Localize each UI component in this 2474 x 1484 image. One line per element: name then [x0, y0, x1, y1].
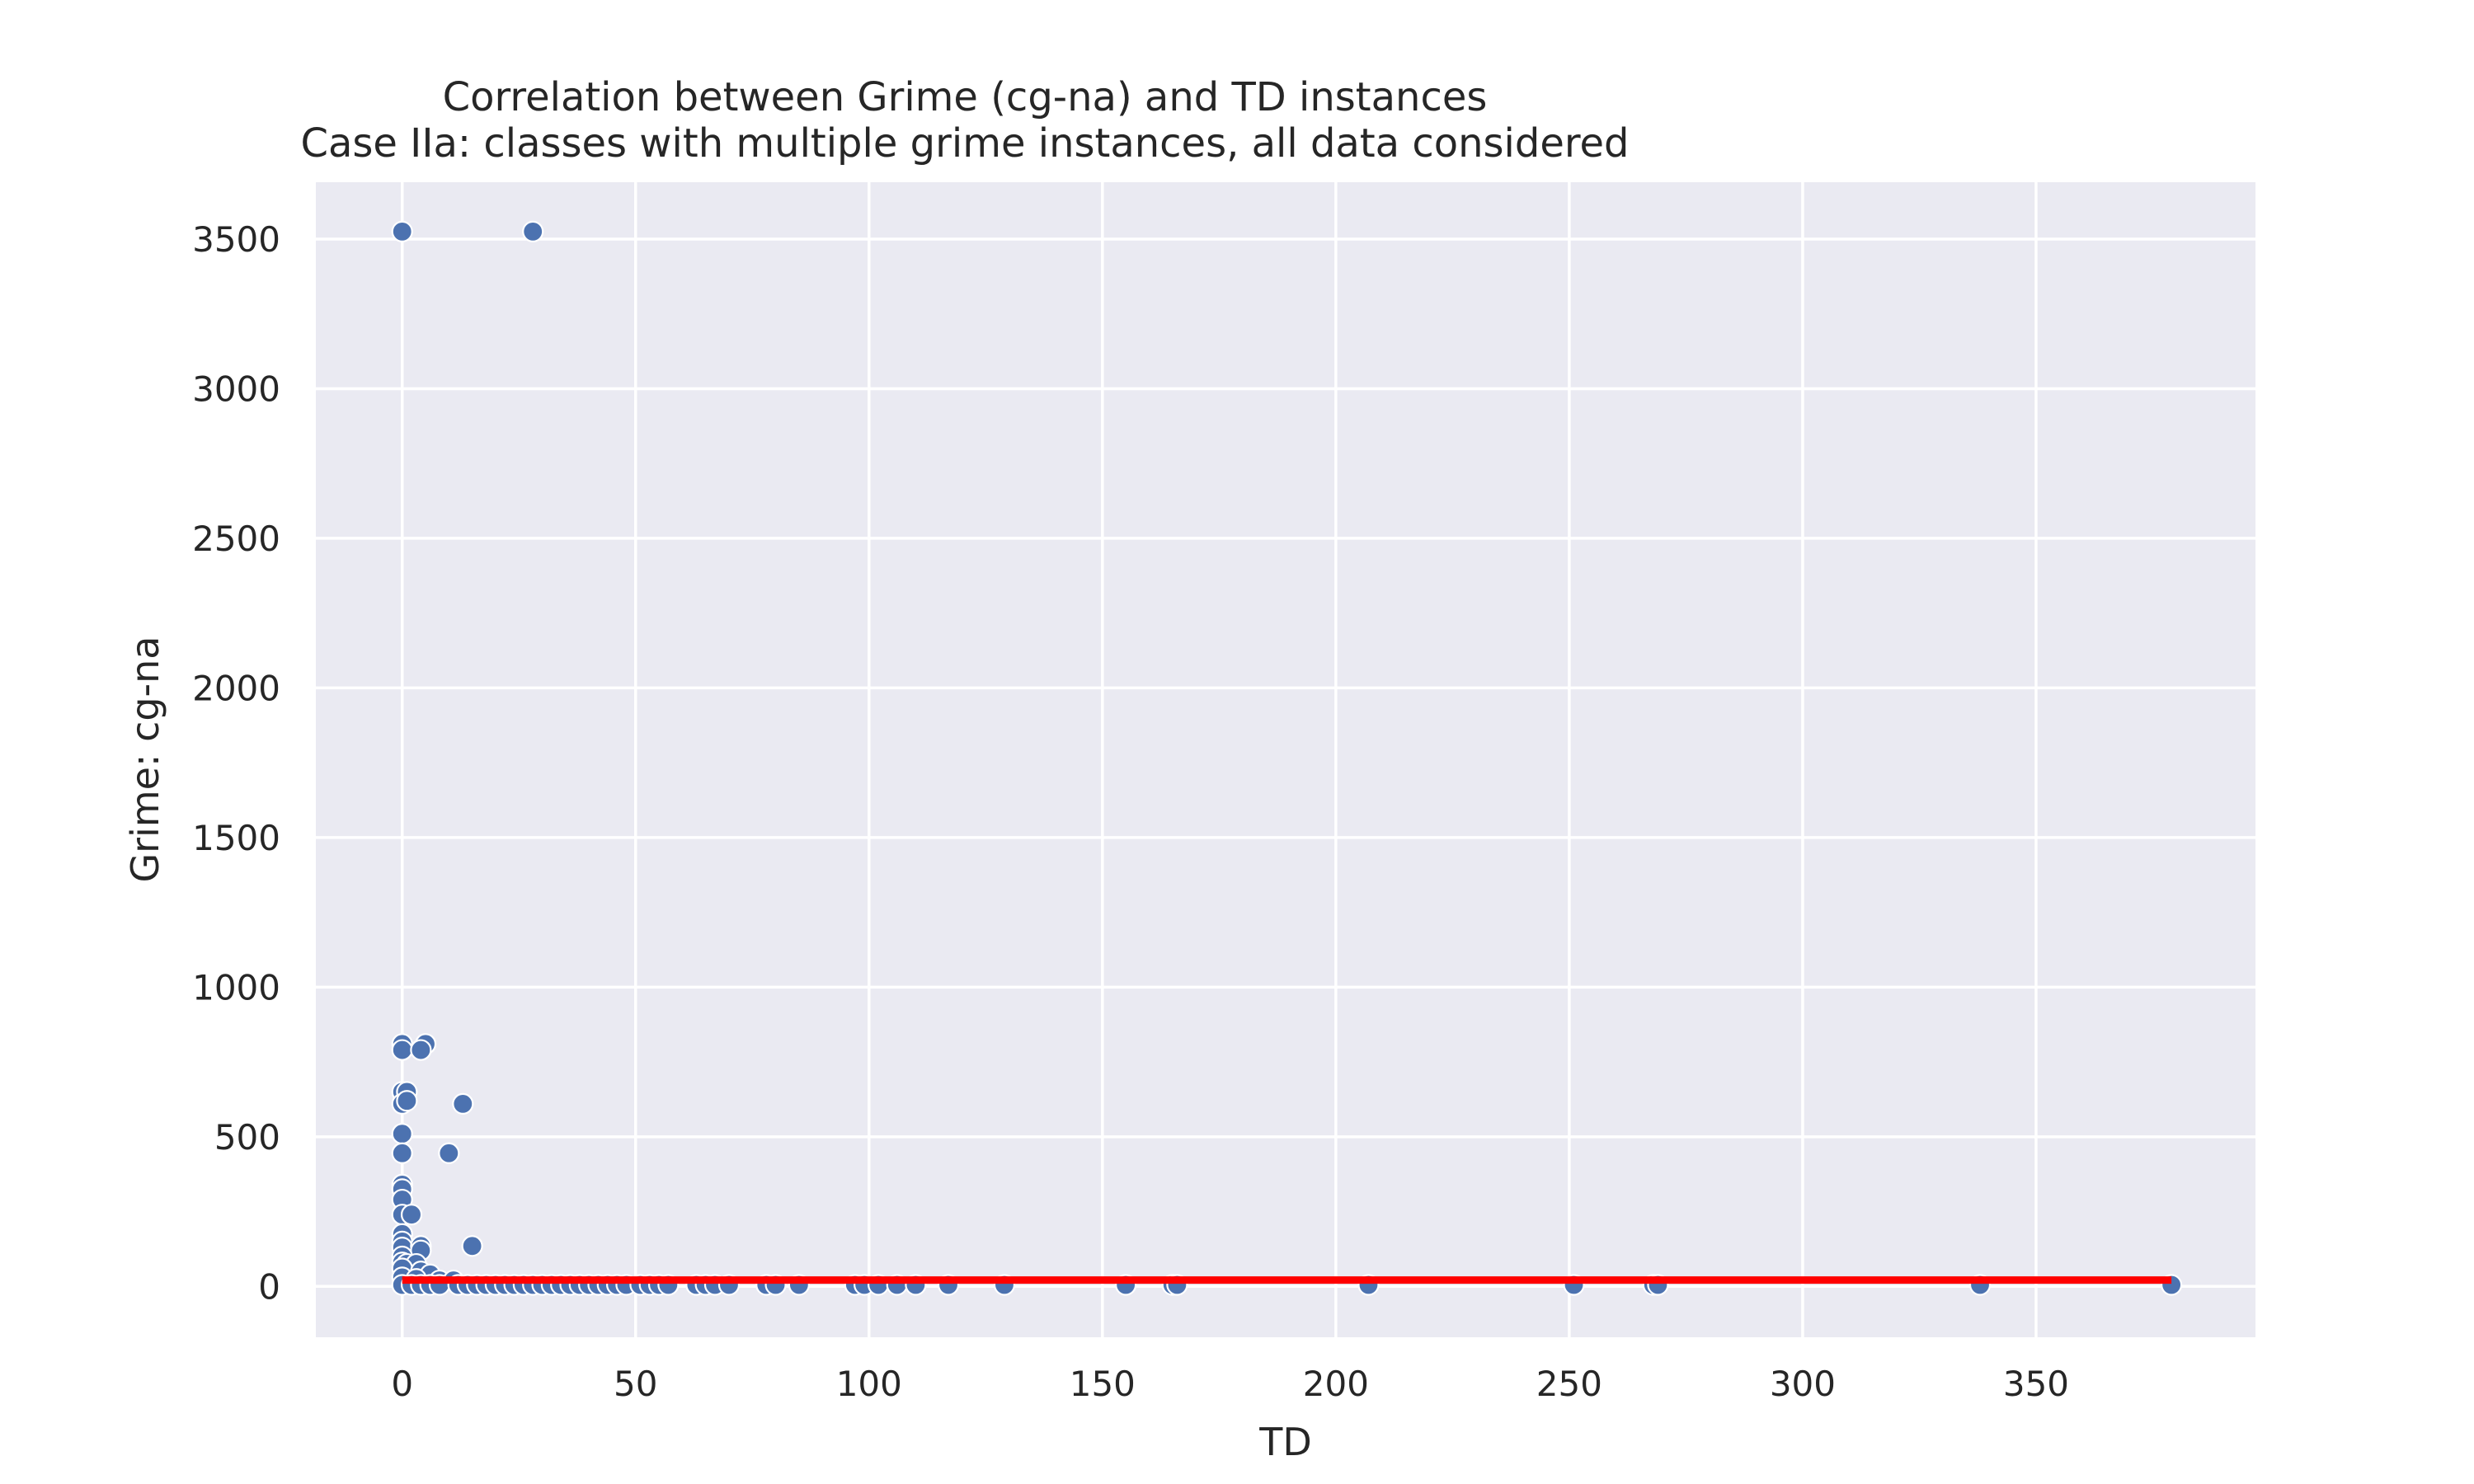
scatter-point [400, 1204, 423, 1226]
x-tick-label: 250 [1536, 1364, 1602, 1404]
x-axis-label: TD [1258, 1420, 1312, 1464]
chart-subtitle: Case IIa: classes with multiple grime in… [300, 120, 1629, 167]
x-tick-label: 0 [391, 1364, 413, 1404]
scatter-point [391, 1123, 413, 1145]
y-axis-label: Grime: cg-na [123, 636, 167, 883]
y-tick-label: 3500 [192, 219, 280, 260]
y-tick-label: 2000 [192, 668, 280, 708]
y-tick-labels: 0 500 1000 1500 2000 2500 3000 3500 [192, 219, 280, 1307]
x-tick-label: 300 [1770, 1364, 1836, 1404]
chart-title: Correlation between Grime (cg-na) and TD… [443, 74, 1488, 120]
y-tick-label: 3000 [192, 369, 280, 409]
x-tick-label: 350 [2003, 1364, 2069, 1404]
scatter-point [522, 220, 544, 242]
x-tick-label: 150 [1070, 1364, 1136, 1404]
y-tick-label: 2500 [192, 519, 280, 559]
x-tick-label: 50 [614, 1364, 657, 1404]
y-tick-label: 500 [214, 1117, 280, 1158]
scatter-point [410, 1039, 432, 1061]
scatter-point [438, 1142, 460, 1164]
scatter-point [452, 1092, 474, 1115]
scatter-point [391, 1142, 413, 1164]
x-tick-labels: 0 50 100 150 200 250 300 350 [391, 1364, 2069, 1404]
plot-area [316, 182, 2255, 1337]
scatter-point [396, 1090, 418, 1112]
y-tick-label: 1000 [192, 967, 280, 1007]
y-tick-label: 1500 [192, 818, 280, 858]
x-tick-label: 200 [1303, 1364, 1369, 1404]
scatter-point [391, 1039, 413, 1061]
y-tick-label: 0 [258, 1266, 280, 1307]
scatter-point [461, 1235, 483, 1257]
x-tick-label: 100 [836, 1364, 902, 1404]
scatter-point [391, 220, 413, 242]
